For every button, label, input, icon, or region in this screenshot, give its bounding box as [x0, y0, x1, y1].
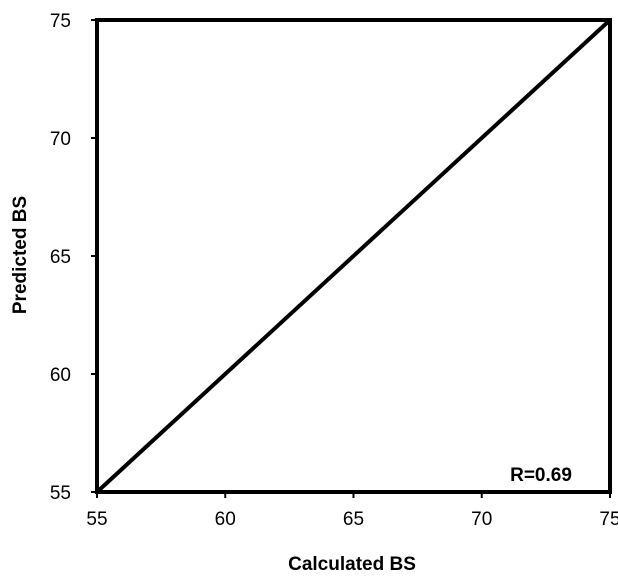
x-tick-label: 65 [343, 509, 364, 530]
x-axis-title: Calculated BS [288, 554, 416, 575]
y-tick-label: 60 [50, 365, 71, 386]
series-layer [95, 18, 612, 494]
x-tick-label: 60 [215, 509, 236, 530]
y-axis-title: Predicted BS [10, 196, 31, 314]
y-tick-label: 75 [50, 11, 71, 32]
x-tick-label: 70 [471, 509, 492, 530]
y-tick-label: 65 [50, 247, 71, 268]
series-line-0 [95, 18, 612, 494]
x-axis-ticks: 55 60 65 70 75 [86, 492, 618, 530]
y-axis-ticks: 55 60 65 70 75 [50, 11, 97, 504]
correlation-label: R=0.69 [510, 465, 572, 486]
y-tick-label: 55 [50, 483, 71, 504]
y-tick-label: 70 [50, 129, 71, 150]
x-tick-label: 55 [86, 509, 107, 530]
x-tick-label: 75 [599, 509, 618, 530]
